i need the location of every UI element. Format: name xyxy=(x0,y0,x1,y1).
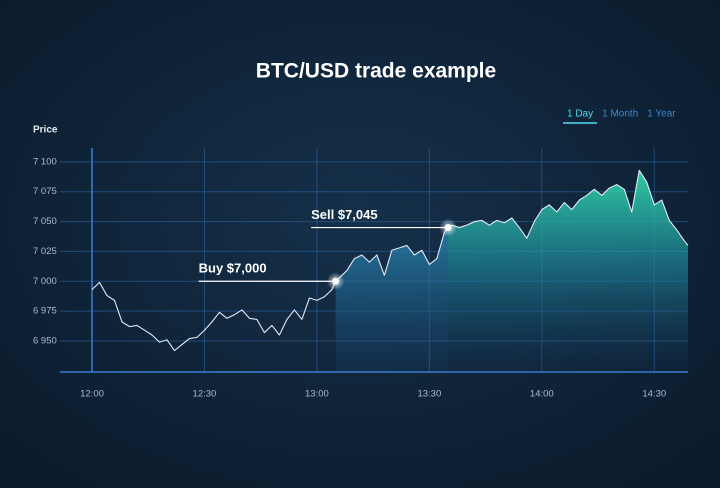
y-tick-label: 6 950 xyxy=(33,335,57,346)
y-tick-label: 7 000 xyxy=(33,276,57,287)
x-tick-label: 12:00 xyxy=(80,389,104,400)
y-tick-label: 7 075 xyxy=(33,186,57,197)
annotation-label: Sell $7,045 xyxy=(311,207,378,222)
price-line xyxy=(91,169,689,352)
x-tick-label: 13:00 xyxy=(305,389,329,400)
annotation-label: Buy $7,000 xyxy=(199,261,267,276)
y-tick-label: 6 975 xyxy=(33,306,57,317)
y-tick-label: 7 100 xyxy=(33,156,57,167)
x-tick-label: 12:30 xyxy=(193,389,217,400)
x-tick-label: 13:30 xyxy=(417,389,441,400)
trade-marker xyxy=(444,224,452,232)
x-tick-label: 14:30 xyxy=(642,389,666,400)
y-tick-label: 7 025 xyxy=(33,246,57,257)
area-hold xyxy=(335,227,449,372)
range-tab[interactable]: 1 Day xyxy=(567,109,593,120)
trade-marker xyxy=(332,277,340,285)
range-tab[interactable]: 1 Year xyxy=(647,109,676,120)
range-tab[interactable]: 1 Month xyxy=(602,109,638,120)
x-tick-label: 14:00 xyxy=(530,389,554,400)
chart-title: BTC/USD trade example xyxy=(256,60,496,83)
y-tick-label: 7 050 xyxy=(33,216,57,227)
y-axis-label: Price xyxy=(33,125,58,136)
